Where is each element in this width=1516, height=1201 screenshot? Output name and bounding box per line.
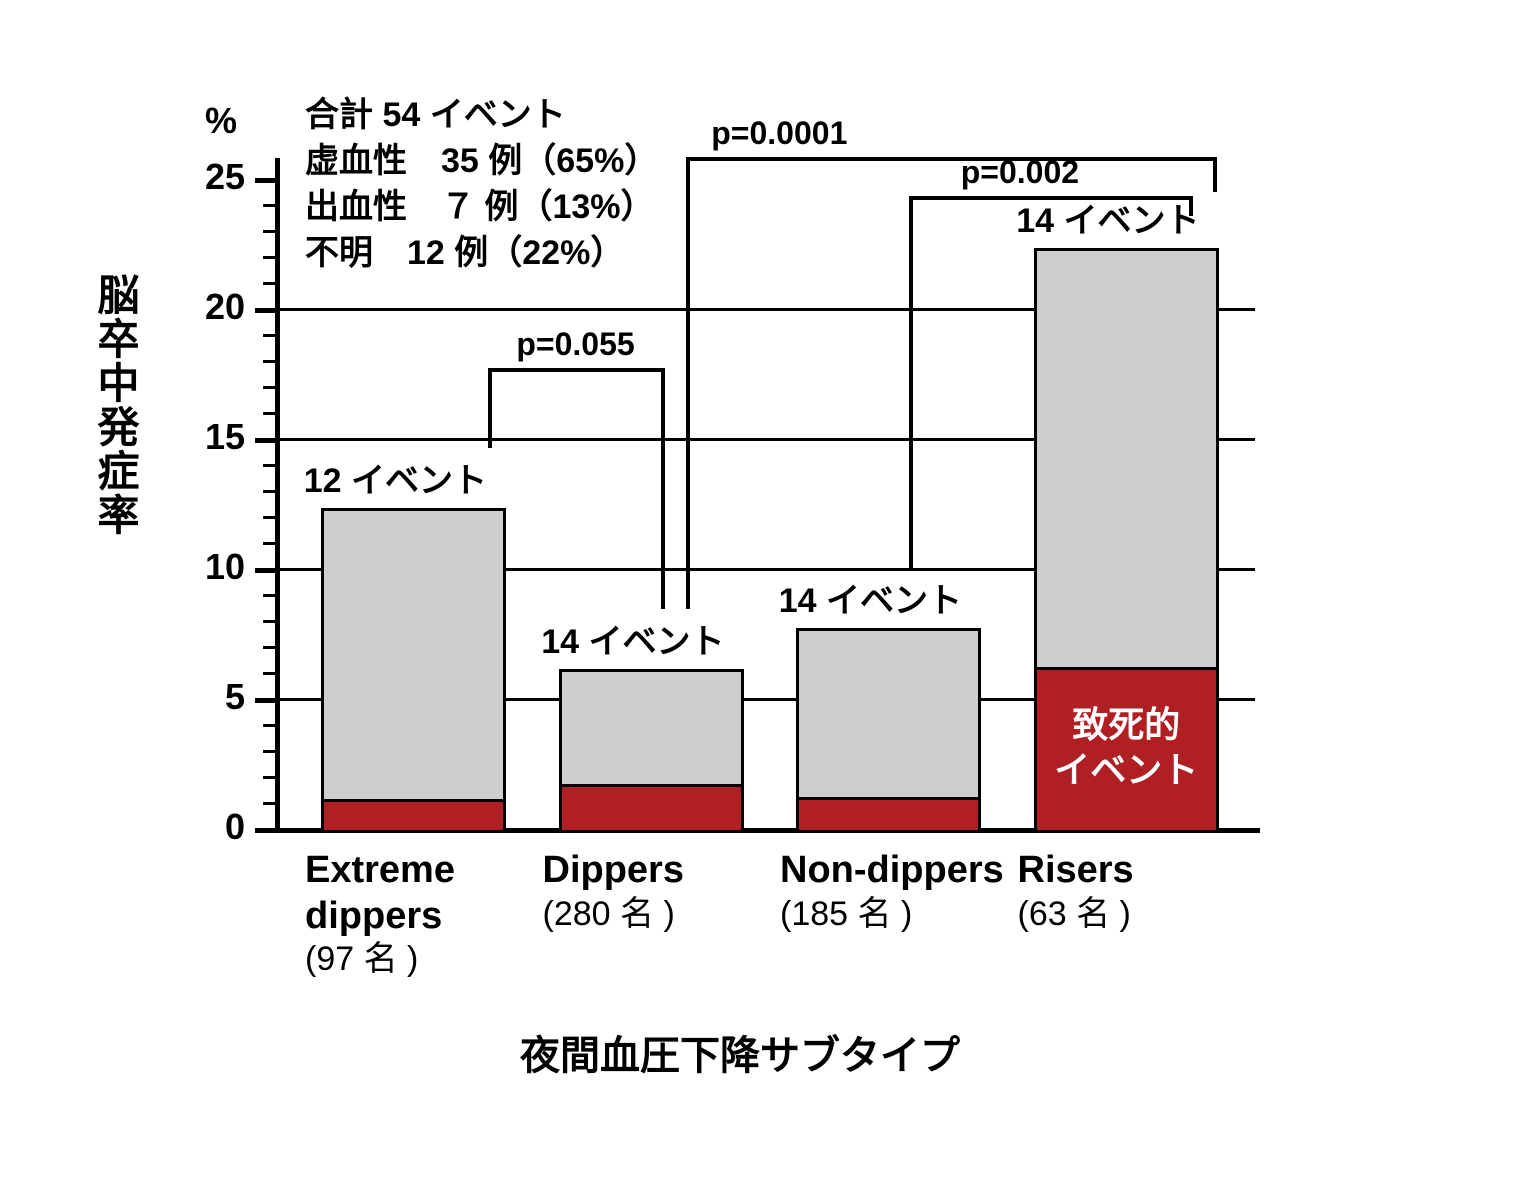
chart-root: 0510152025%脳卒中発症率12 イベント14 イベント14 イベント14… bbox=[0, 0, 1516, 1201]
pvalue-d-vs-r-label: p=0.0001 bbox=[711, 115, 847, 152]
pvalue-ed-vs-d-label: p=0.055 bbox=[516, 326, 634, 363]
bar-fatal bbox=[559, 784, 744, 833]
pvalue-nd-vs-r-label: p=0.002 bbox=[961, 154, 1079, 191]
bar-nonfatal bbox=[559, 669, 744, 786]
bar-layer bbox=[0, 0, 1516, 1201]
bar-fatal bbox=[796, 797, 981, 833]
fatal-series-label: 致死的イベント bbox=[1042, 702, 1211, 792]
bar-nonfatal bbox=[796, 628, 981, 800]
bar-nonfatal bbox=[1034, 248, 1219, 670]
summary-stats: 合計 54 イベント虚血性 35 例（65%）出血性 ７ 例（13%）不明 12… bbox=[305, 93, 658, 277]
bar-fatal bbox=[321, 799, 506, 833]
bar-nonfatal bbox=[321, 508, 506, 802]
